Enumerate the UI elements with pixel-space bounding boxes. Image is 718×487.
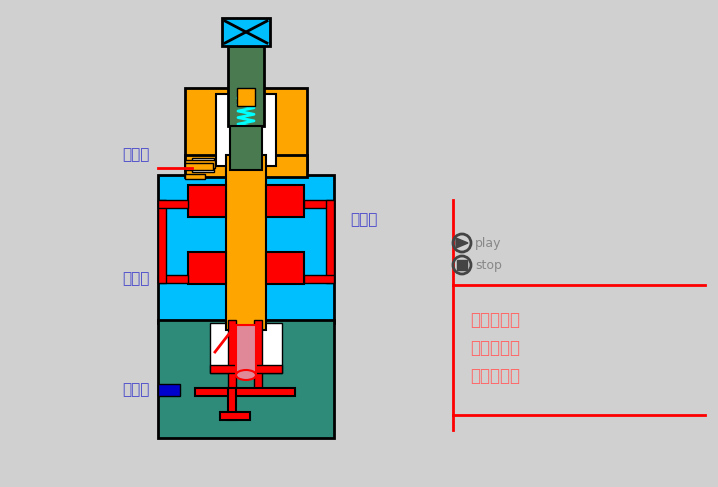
Bar xyxy=(236,325,256,375)
Bar xyxy=(228,320,236,390)
Text: 外控内泄式: 外控内泄式 xyxy=(470,339,520,357)
Bar xyxy=(188,185,226,217)
Text: 出油口: 出油口 xyxy=(350,212,378,227)
Bar xyxy=(266,252,304,284)
Bar xyxy=(210,323,282,373)
Bar xyxy=(185,163,213,170)
Bar xyxy=(220,412,250,420)
Bar xyxy=(457,260,467,270)
Text: stop: stop xyxy=(475,259,502,271)
Bar xyxy=(185,155,307,177)
Bar xyxy=(216,94,276,166)
Ellipse shape xyxy=(236,370,256,380)
Bar xyxy=(226,155,266,330)
Bar xyxy=(188,252,226,284)
Bar xyxy=(185,174,205,179)
Bar xyxy=(185,88,307,170)
Bar xyxy=(158,200,166,283)
Bar xyxy=(230,126,262,170)
Bar xyxy=(304,275,334,283)
Bar xyxy=(228,388,236,420)
Bar xyxy=(158,275,188,283)
Text: 控制口: 控制口 xyxy=(123,382,150,397)
Text: 外控外泄式: 外控外泄式 xyxy=(470,367,520,385)
Bar xyxy=(222,18,270,46)
Text: play: play xyxy=(475,237,501,249)
Bar xyxy=(254,320,262,390)
Bar xyxy=(210,365,282,373)
Bar xyxy=(158,200,188,208)
Bar xyxy=(158,384,180,396)
Bar xyxy=(192,158,214,172)
Text: 进油口: 进油口 xyxy=(123,271,150,286)
Bar xyxy=(185,160,215,168)
Bar xyxy=(326,200,334,283)
Text: 泄油口: 泄油口 xyxy=(123,148,150,163)
Polygon shape xyxy=(456,238,468,248)
Bar xyxy=(304,200,334,208)
Bar xyxy=(158,320,334,438)
Bar xyxy=(266,185,304,217)
Bar xyxy=(237,88,255,106)
Text: 内控内泄式: 内控内泄式 xyxy=(470,311,520,329)
Bar xyxy=(158,175,334,323)
Bar xyxy=(195,388,295,396)
Bar xyxy=(228,46,264,126)
